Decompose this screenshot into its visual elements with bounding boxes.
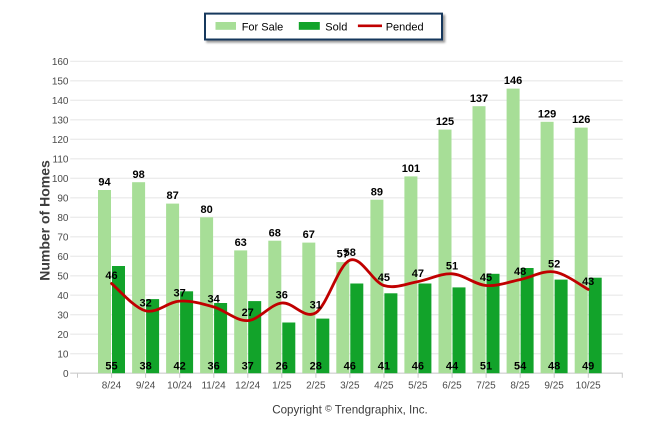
svg-text:52: 52	[548, 259, 560, 271]
svg-text:51: 51	[480, 360, 492, 372]
svg-text:27: 27	[242, 307, 254, 319]
svg-text:30: 30	[57, 310, 69, 321]
svg-text:68: 68	[269, 227, 281, 239]
svg-text:20: 20	[57, 330, 69, 341]
svg-text:40: 40	[57, 291, 69, 302]
svg-text:46: 46	[344, 360, 356, 372]
svg-text:60: 60	[57, 252, 69, 263]
svg-text:87: 87	[166, 190, 178, 202]
svg-text:54: 54	[514, 360, 527, 372]
svg-text:8/24: 8/24	[102, 381, 122, 392]
svg-text:34: 34	[207, 294, 220, 306]
svg-text:129: 129	[538, 108, 556, 120]
svg-text:94: 94	[98, 177, 111, 189]
svg-text:44: 44	[446, 360, 459, 372]
svg-text:10/24: 10/24	[167, 381, 192, 392]
svg-text:8/25: 8/25	[510, 381, 530, 392]
svg-text:1/25: 1/25	[272, 381, 292, 392]
svg-text:45: 45	[480, 272, 492, 284]
svg-text:37: 37	[242, 360, 254, 372]
svg-text:2/25: 2/25	[306, 381, 326, 392]
svg-text:36: 36	[207, 360, 219, 372]
svg-text:32: 32	[139, 297, 151, 309]
svg-text:Copyright © Trendgraphix, Inc.: Copyright © Trendgraphix, Inc.	[272, 404, 428, 417]
svg-text:137: 137	[470, 93, 488, 105]
svg-text:55: 55	[105, 360, 117, 372]
svg-text:5/25: 5/25	[408, 381, 428, 392]
svg-text:80: 80	[57, 213, 69, 224]
svg-text:12/24: 12/24	[235, 381, 260, 392]
svg-text:0: 0	[63, 369, 69, 380]
svg-text:49: 49	[582, 360, 594, 372]
svg-text:140: 140	[52, 96, 69, 107]
svg-text:125: 125	[436, 116, 454, 128]
svg-text:46: 46	[105, 270, 117, 282]
svg-text:9/25: 9/25	[544, 381, 564, 392]
svg-text:160: 160	[52, 57, 69, 68]
svg-text:130: 130	[52, 115, 69, 126]
svg-text:47: 47	[412, 268, 424, 280]
svg-text:80: 80	[200, 204, 212, 216]
svg-text:48: 48	[548, 360, 560, 372]
svg-text:42: 42	[173, 360, 185, 372]
svg-text:For Sale: For Sale	[242, 21, 284, 33]
svg-text:6/25: 6/25	[442, 381, 462, 392]
svg-text:51: 51	[446, 260, 458, 272]
svg-text:57: 57	[337, 249, 349, 261]
svg-text:45: 45	[378, 272, 390, 284]
svg-text:28: 28	[310, 360, 322, 372]
svg-text:Number of Homes: Number of Homes	[37, 160, 53, 281]
svg-text:89: 89	[371, 186, 383, 198]
svg-text:3/25: 3/25	[340, 381, 360, 392]
svg-text:4/25: 4/25	[374, 381, 394, 392]
svg-text:41: 41	[378, 360, 390, 372]
svg-text:7/25: 7/25	[476, 381, 496, 392]
svg-text:90: 90	[57, 193, 69, 204]
svg-text:9/24: 9/24	[136, 381, 156, 392]
svg-text:100: 100	[52, 174, 69, 185]
svg-text:63: 63	[235, 237, 247, 249]
svg-text:31: 31	[310, 299, 322, 311]
svg-text:126: 126	[572, 114, 590, 126]
svg-text:36: 36	[276, 290, 288, 302]
svg-text:46: 46	[412, 360, 424, 372]
svg-text:58: 58	[344, 247, 356, 259]
svg-text:98: 98	[132, 169, 144, 181]
svg-text:11/24: 11/24	[201, 381, 226, 392]
svg-text:120: 120	[52, 135, 69, 146]
svg-text:10/25: 10/25	[576, 381, 601, 392]
svg-text:70: 70	[57, 232, 69, 243]
svg-text:43: 43	[582, 276, 594, 288]
svg-text:10: 10	[57, 349, 69, 360]
svg-text:Sold: Sold	[325, 21, 347, 33]
svg-text:26: 26	[276, 360, 288, 372]
svg-text:37: 37	[173, 288, 185, 300]
svg-text:50: 50	[57, 271, 69, 282]
svg-text:150: 150	[52, 76, 69, 87]
svg-text:67: 67	[303, 229, 315, 241]
svg-text:110: 110	[53, 154, 69, 165]
svg-text:101: 101	[402, 163, 420, 175]
svg-text:38: 38	[139, 360, 151, 372]
svg-text:48: 48	[514, 266, 526, 278]
svg-text:Pended: Pended	[386, 21, 424, 33]
svg-text:146: 146	[504, 75, 522, 87]
